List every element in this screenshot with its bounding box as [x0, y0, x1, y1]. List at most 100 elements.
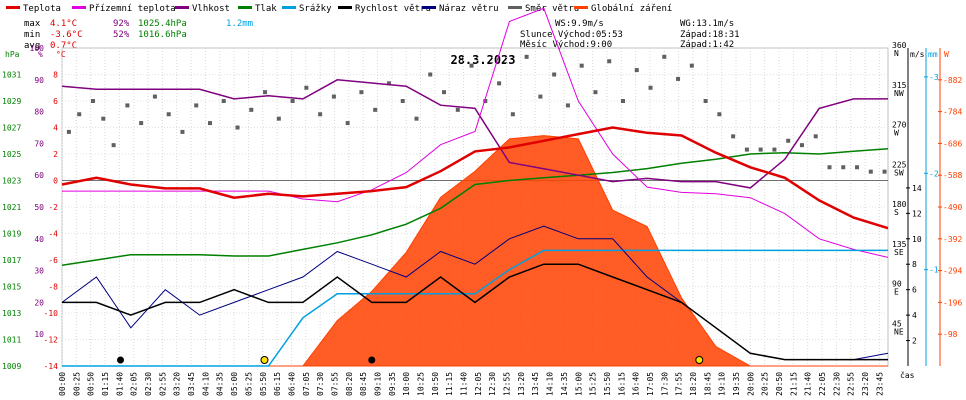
dir-tick-compass: E: [894, 288, 899, 297]
dir-tick-compass: NE: [894, 327, 904, 336]
legend-label: Srážky: [299, 4, 332, 14]
hpa-tick-label: 1011: [2, 336, 21, 345]
wind-direction-point: [290, 99, 295, 103]
legend-label: Vlhkost: [192, 4, 230, 14]
legend-swatch: [238, 6, 252, 9]
time-tick-label: 00:25: [72, 372, 81, 396]
time-tick-label: 02:55: [158, 372, 167, 396]
dir-tick-compass: SW: [894, 168, 904, 177]
plot-area: [61, 7, 889, 367]
wind-direction-point: [744, 147, 749, 152]
time-tick-label: 18:45: [703, 372, 712, 396]
dir-tick-label: 270: [892, 121, 907, 130]
dir-tick-compass: SE: [894, 248, 904, 257]
time-tick-label: 12:55: [503, 372, 512, 396]
wind-direction-point: [386, 81, 391, 86]
wind-direction-point: [524, 54, 529, 59]
wm2-tick-label: -588: [943, 171, 962, 180]
time-tick-label: 23:45: [875, 372, 884, 396]
stat-avg-label: avg: [24, 41, 40, 51]
time-tick-label: 17:05: [646, 372, 655, 396]
dir-tick-label: 225: [892, 160, 907, 169]
degc-tick-label: -12: [44, 336, 59, 345]
hpa-tick-label: 1017: [2, 256, 21, 265]
wind-direction-point: [345, 121, 350, 126]
stat-max-label: max: [24, 19, 41, 29]
info-wg: WG:13.1m/s: [680, 19, 734, 29]
time-tick-label: 14:35: [560, 372, 569, 396]
moonrise-marker: [368, 356, 376, 364]
sunrise-marker: [260, 356, 269, 364]
wind-direction-point: [676, 76, 681, 81]
legend-label: Náraz větru: [439, 4, 499, 14]
time-tick-label: 12:05: [474, 372, 483, 396]
ms-axis-unit: m/s: [910, 50, 925, 59]
time-tick-label: 05:50: [259, 372, 268, 396]
stat-min-hum: 52%: [113, 30, 130, 40]
time-tick-label: 15:25: [589, 372, 598, 396]
wind-direction-point: [152, 94, 157, 99]
legend-swatch: [175, 6, 189, 9]
degc-tick-label: -2: [48, 203, 58, 212]
series-rain: [62, 249, 888, 367]
wind-direction-point: [221, 99, 226, 103]
time-tick-label: 22:30: [832, 372, 841, 396]
time-tick-label: 13:20: [517, 372, 526, 396]
wind-direction-point: [469, 63, 474, 68]
degc-axis-unit: °C: [56, 50, 66, 59]
wind-direction-point: [772, 147, 777, 152]
wind-direction-point: [717, 112, 722, 117]
wm2-tick-label: -294: [943, 267, 962, 276]
wind-direction-point: [166, 112, 171, 117]
hpa-tick-label: 1009: [2, 362, 21, 371]
time-tick-label: 17:55: [675, 372, 684, 396]
wind-direction-point: [77, 112, 82, 117]
degc-tick-label: 8: [53, 71, 58, 80]
wind-direction-point: [620, 99, 625, 103]
legend-label: Rychlost větru: [355, 4, 431, 14]
time-tick-label: 11:40: [460, 372, 469, 396]
stat-min-label: min: [24, 30, 40, 40]
chart-title: 28.3.2023: [450, 53, 515, 67]
sunset-marker: [695, 356, 704, 364]
dir-tick-label: 135: [892, 240, 907, 249]
hpa-tick-label: 1029: [2, 97, 21, 106]
legend-label: Globální záření: [591, 4, 672, 14]
wind-direction-point: [607, 59, 612, 64]
wind-direction-point: [813, 134, 818, 139]
info-mesic-zapad: Západ:1:42: [680, 40, 734, 50]
mm-axis-unit: mm: [928, 50, 938, 59]
wm2-tick-label: -882: [943, 76, 962, 85]
degc-tick-label: -10: [44, 309, 59, 318]
pct-tick-label: 40: [34, 235, 44, 244]
series-humidity: [61, 79, 888, 189]
time-tick-label: 21:40: [804, 372, 813, 396]
pct-axis-unit: %: [38, 50, 43, 59]
wind-direction-point: [510, 112, 515, 117]
dir-tick-compass: W: [894, 129, 899, 138]
mm-tick-label: -1: [929, 266, 939, 275]
wind-direction-point: [180, 129, 185, 134]
time-tick-label: 15:50: [603, 372, 612, 396]
info-ws: WS:9.9m/s: [555, 19, 604, 29]
time-tick-label: 19:10: [718, 372, 727, 396]
wind-direction-point: [318, 112, 323, 117]
dir-tick-label: 45: [892, 319, 902, 328]
wind-direction-point: [662, 54, 667, 59]
pct-tick-label: 70: [34, 139, 44, 148]
dir-tick-compass: NW: [894, 89, 904, 98]
hpa-tick-label: 1025: [2, 150, 21, 159]
time-tick-label: 22:55: [847, 372, 856, 396]
hpa-axis-unit: hPa: [5, 50, 20, 59]
degc-tick-label: -4: [48, 230, 58, 239]
wind-direction-point: [442, 90, 447, 95]
wind-direction-point: [799, 143, 804, 148]
wind-direction-point: [235, 125, 240, 130]
wind-direction-point: [648, 85, 653, 90]
legend-label: Teplota: [23, 4, 61, 14]
info-mesic: Měsíc Východ:9:00: [520, 40, 612, 50]
degc-tick-label: 6: [53, 97, 58, 106]
mm-tick-label: -2: [929, 169, 939, 178]
pct-tick-label: 100: [30, 44, 45, 53]
